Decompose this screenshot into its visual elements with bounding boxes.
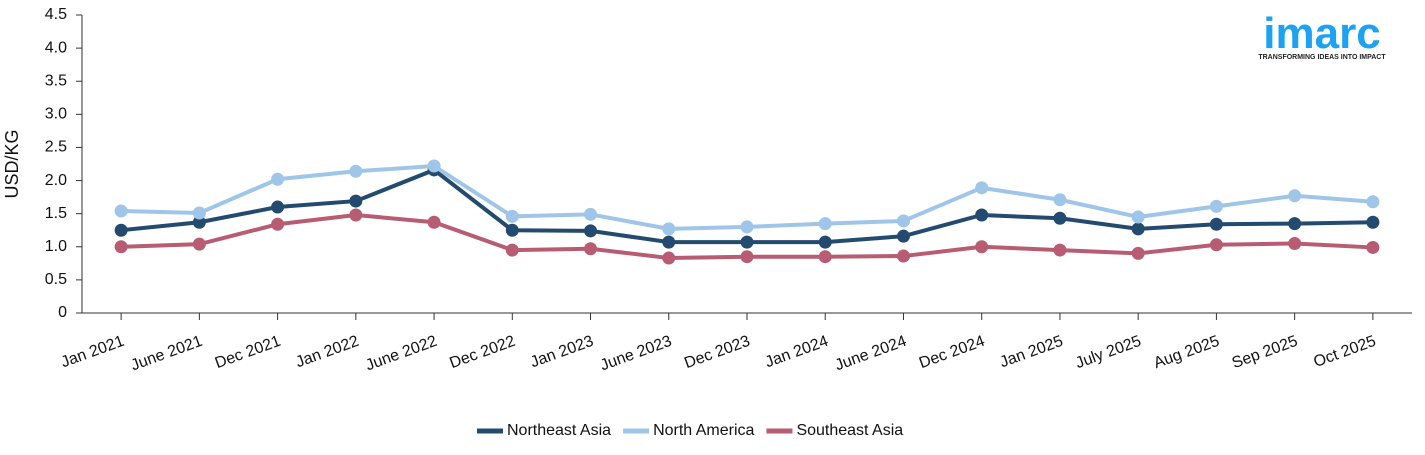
logo: imarc xyxy=(1263,9,1380,58)
x-tick-label: Jan 2021 xyxy=(59,333,127,372)
y-tick-label: 2.0 xyxy=(45,172,67,189)
data-point xyxy=(427,215,441,229)
data-point xyxy=(1209,238,1223,252)
data-point xyxy=(740,250,754,264)
x-tick-label: Jan 2024 xyxy=(763,333,831,372)
data-point xyxy=(349,164,363,178)
data-point xyxy=(1209,199,1223,213)
x-tick-label: June 2022 xyxy=(363,333,439,375)
x-tick-label: Jan 2023 xyxy=(528,333,596,372)
data-point xyxy=(1209,217,1223,231)
x-tick-label: Dec 2021 xyxy=(213,333,283,372)
data-point xyxy=(584,242,598,256)
data-point xyxy=(975,240,989,254)
x-tick-label: Dec 2022 xyxy=(447,333,517,372)
legend-label: North America xyxy=(653,422,754,439)
x-tick-label: Aug 2025 xyxy=(1152,333,1222,372)
data-point xyxy=(896,249,910,263)
data-point xyxy=(1131,222,1145,236)
data-point xyxy=(192,206,206,220)
x-tick-label: Jan 2022 xyxy=(294,333,362,372)
x-tick-label: Dec 2024 xyxy=(917,333,987,372)
y-tick-label: 3.5 xyxy=(45,72,67,89)
data-point xyxy=(192,215,206,229)
data-point xyxy=(114,204,128,218)
legend-label: Northeast Asia xyxy=(507,422,611,439)
data-point xyxy=(975,208,989,222)
data-point xyxy=(271,217,285,231)
data-point xyxy=(896,214,910,228)
x-tick-label: Oct 2025 xyxy=(1311,333,1378,371)
data-point xyxy=(1131,210,1145,224)
y-tick-label: 0.5 xyxy=(45,271,67,288)
data-point xyxy=(1288,236,1302,250)
data-point xyxy=(662,251,676,265)
data-point xyxy=(349,194,363,208)
data-point xyxy=(505,223,519,237)
x-tick-label: June 2021 xyxy=(129,333,205,375)
y-tick-label: 4.0 xyxy=(45,39,67,56)
data-point xyxy=(1053,211,1067,225)
logo-tagline: TRANSFORMING IDEAS INTO IMPACT xyxy=(1258,54,1386,61)
x-tick-label: Dec 2023 xyxy=(682,333,752,372)
data-point xyxy=(505,243,519,257)
data-point xyxy=(271,200,285,214)
data-point xyxy=(114,223,128,237)
data-point xyxy=(896,229,910,243)
data-point xyxy=(114,240,128,254)
y-tick-label: 3.0 xyxy=(45,106,67,123)
legend-label: Southeast Asia xyxy=(796,422,903,439)
data-point xyxy=(1288,217,1302,231)
data-point xyxy=(1366,240,1380,254)
data-point xyxy=(349,208,363,222)
data-point xyxy=(818,217,832,231)
y-axis-label: USD/KG xyxy=(2,129,22,198)
y-tick-label: 1.0 xyxy=(45,238,67,255)
y-tick-label: 0 xyxy=(58,304,67,321)
y-tick-label: 1.5 xyxy=(45,205,67,222)
data-point xyxy=(662,222,676,236)
data-point xyxy=(192,237,206,251)
data-point xyxy=(427,159,441,173)
data-point xyxy=(662,235,676,249)
data-point xyxy=(1053,193,1067,207)
x-tick-label: Jan 2025 xyxy=(998,333,1066,372)
x-tick-label: June 2024 xyxy=(833,333,909,375)
data-point xyxy=(1288,189,1302,203)
data-point xyxy=(1366,215,1380,229)
data-point xyxy=(975,181,989,195)
data-point xyxy=(584,207,598,221)
data-point xyxy=(1053,243,1067,257)
x-tick-label: June 2023 xyxy=(598,333,674,375)
x-tick-label: Sep 2025 xyxy=(1230,333,1300,372)
x-tick-label: July 2025 xyxy=(1073,333,1143,372)
data-point xyxy=(584,224,598,238)
data-point xyxy=(1131,246,1145,260)
y-tick-label: 4.5 xyxy=(45,6,67,23)
y-tick-label: 2.5 xyxy=(45,139,67,156)
data-point xyxy=(818,250,832,264)
data-point xyxy=(818,235,832,249)
data-point xyxy=(271,172,285,186)
data-point xyxy=(740,235,754,249)
data-point xyxy=(505,209,519,223)
data-point xyxy=(740,220,754,234)
data-point xyxy=(1366,195,1380,209)
